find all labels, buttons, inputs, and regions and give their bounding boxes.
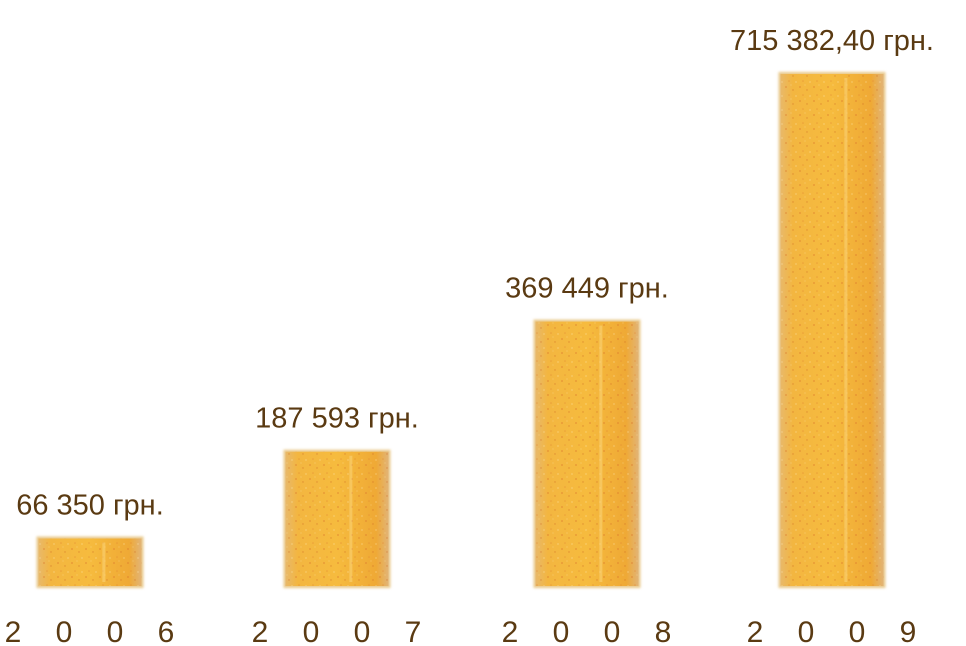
bar-highlight: [349, 455, 353, 582]
bar-3: [533, 319, 641, 588]
bar-highlight: [102, 542, 106, 582]
bar-4: [778, 72, 886, 588]
category-labels-layer: 2 0 0 6 2 0 0 7 2 0 0 8 2 0 0 9: [5, 616, 930, 646]
data-label-1: 66 350 грн.: [16, 490, 164, 522]
category-label-3: 2 0 0 8: [502, 616, 685, 646]
bar-texture: [285, 451, 389, 586]
bar-highlight: [844, 78, 848, 582]
bar-texture: [780, 74, 884, 586]
data-labels-layer: 66 350 грн. 187 593 грн. 369 449 грн. 715 3…: [16, 25, 934, 522]
bar-texture: [38, 538, 142, 586]
bar-highlight: [599, 325, 603, 582]
data-label-2: 187 593 грн.: [255, 403, 419, 435]
bars-layer: [36, 72, 886, 588]
bar-1: [36, 536, 144, 588]
bar-2: [283, 449, 391, 588]
data-label-4: 715 382,40 грн.: [730, 25, 934, 57]
category-label-2: 2 0 0 7: [252, 616, 435, 646]
bar-texture: [535, 321, 639, 586]
data-label-3: 369 449 грн.: [505, 273, 669, 305]
category-label-1: 2 0 0 6: [5, 616, 188, 646]
category-label-4: 2 0 0 9: [747, 616, 930, 646]
